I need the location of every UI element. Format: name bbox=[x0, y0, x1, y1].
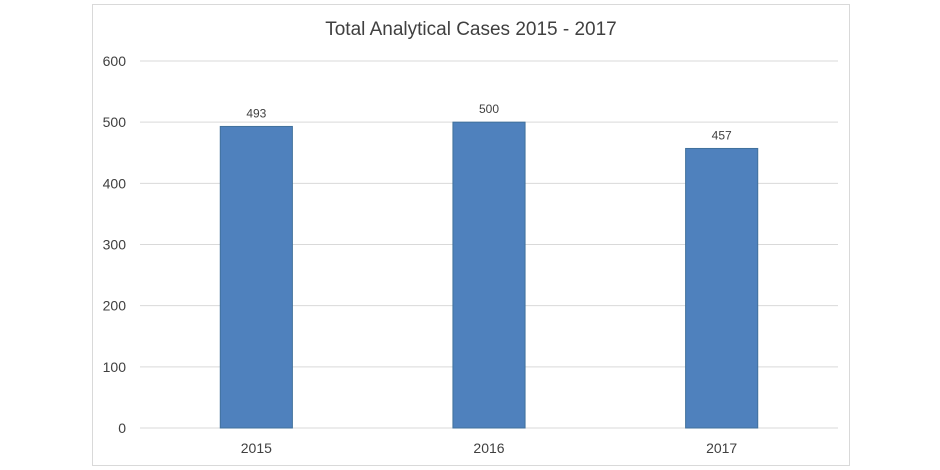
y-tick-label-0: 0 bbox=[118, 420, 126, 436]
x-axis-tick-labels: 2015 2016 2017 bbox=[241, 440, 738, 456]
y-tick-label-200: 200 bbox=[103, 298, 127, 314]
bars bbox=[219, 121, 759, 429]
chart-frame: Total Analytical Cases 2015 - 2017 0 100 2… bbox=[92, 4, 850, 466]
y-tick-label-300: 300 bbox=[103, 237, 127, 253]
chart-title: Total Analytical Cases 2015 - 2017 bbox=[325, 19, 617, 40]
data-label-2016: 500 bbox=[479, 102, 499, 116]
bar-2016 bbox=[452, 121, 526, 429]
data-label-2015: 493 bbox=[246, 106, 266, 120]
y-axis-tick-labels: 0 100 200 300 400 500 600 bbox=[103, 53, 127, 436]
y-tick-label-400: 400 bbox=[103, 175, 127, 191]
x-tick-label-2017: 2017 bbox=[706, 440, 737, 456]
x-tick-label-2016: 2016 bbox=[473, 440, 504, 456]
bar-2015 bbox=[219, 125, 293, 429]
x-tick-label-2015: 2015 bbox=[241, 440, 272, 456]
data-label-2017: 457 bbox=[712, 128, 732, 142]
y-tick-label-500: 500 bbox=[103, 114, 127, 130]
data-labels: 493 500 457 bbox=[246, 102, 732, 142]
y-tick-label-100: 100 bbox=[103, 359, 127, 375]
bar-2017 bbox=[685, 147, 759, 429]
y-tick-label-600: 600 bbox=[103, 53, 127, 69]
